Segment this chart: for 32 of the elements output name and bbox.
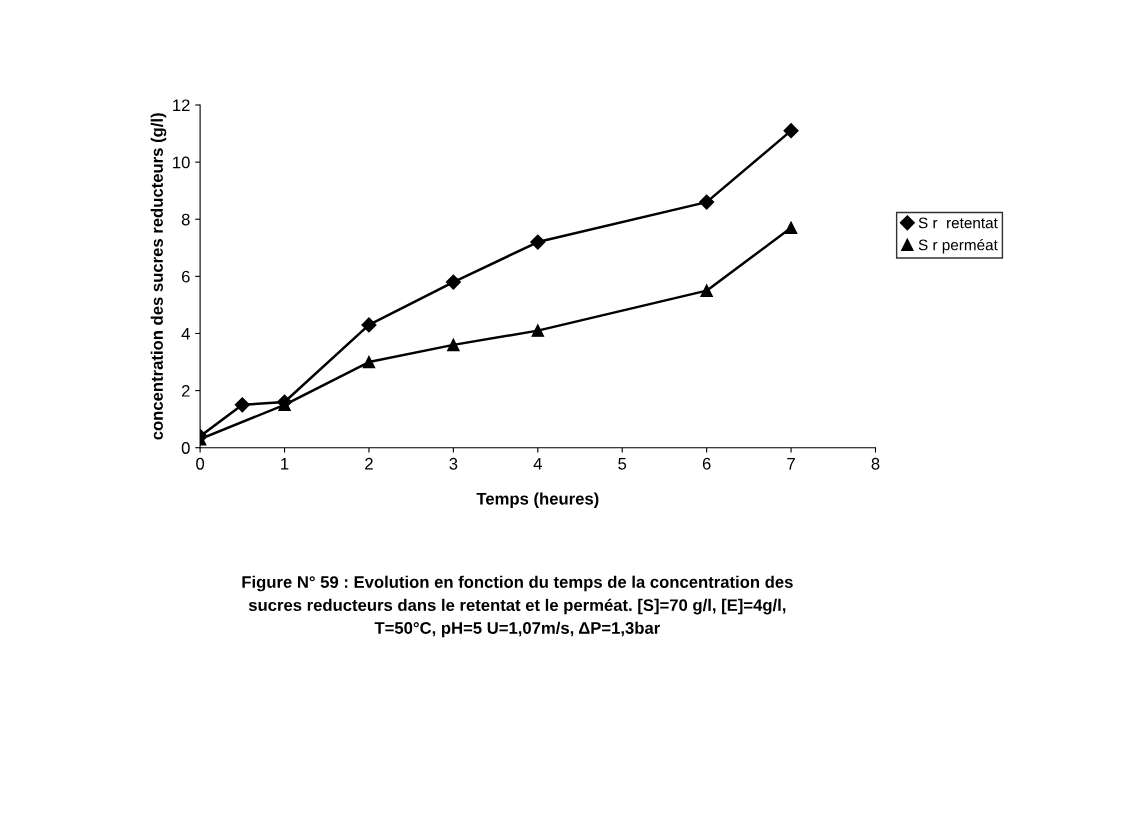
- point: [530, 234, 546, 250]
- point: [234, 397, 250, 413]
- x-tick-label: 1: [281, 458, 289, 470]
- y-tick-label: 12: [173, 99, 190, 112]
- x-tick-label: 8: [871, 457, 880, 470]
- y-tick-label: 8: [181, 213, 190, 226]
- point: [361, 317, 377, 333]
- y-tick-label: 6: [181, 270, 190, 283]
- x-tick-label: 7: [787, 458, 795, 470]
- point: [445, 274, 461, 290]
- x-tick-label: 4: [533, 458, 542, 470]
- text: Figure N° 59 : Evolution en fonction du temps de la concentration des sucres reducteurs dans le retentat et le perméat. [S]=70 g/l, [E]=4g/l, T=50°C, pH=5 U=1,07m/s, ΔP=1,3bar: [242, 575, 793, 638]
- y-tick-label: 4: [181, 328, 190, 340]
- point: [531, 324, 545, 337]
- point: [362, 355, 376, 369]
- point: [700, 284, 713, 297]
- legend-label: S r perméat: [918, 238, 998, 254]
- x-tick-label: 5: [618, 458, 627, 470]
- point: [699, 194, 715, 210]
- x-tick-label: 3: [449, 457, 458, 470]
- point: [783, 123, 799, 139]
- y-tick-label: 2: [181, 384, 190, 397]
- point: [784, 221, 798, 235]
- y-tick-label: 10: [173, 156, 190, 169]
- x-axis-title: Temps (heures): [476, 492, 599, 508]
- x-tick-label: 0: [196, 457, 205, 470]
- legend-label: S r retentat: [918, 217, 998, 229]
- point: [447, 338, 460, 352]
- x-tick-label: 6: [702, 457, 711, 470]
- x-tick-label: 2: [365, 457, 373, 470]
- y-tick-label: 0: [181, 442, 190, 454]
- y-axis-title: concentration des sucres reducteurs (g/l): [150, 113, 167, 440]
